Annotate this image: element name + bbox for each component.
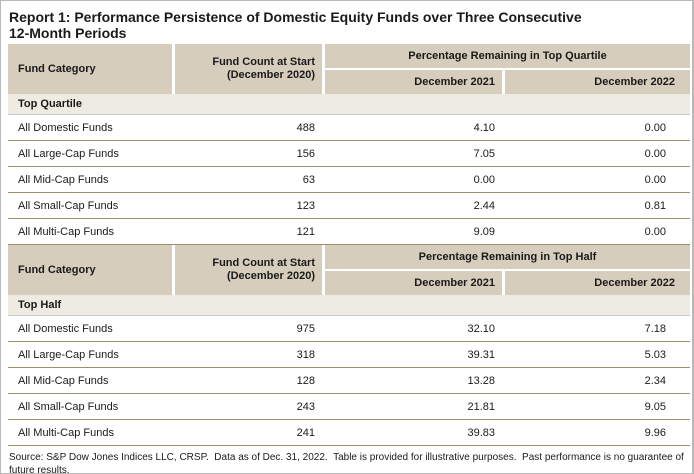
fund-category-cell: All Small-Cap Funds: [18, 199, 119, 212]
table-row: All Multi-Cap Funds 121 9.09 0.00: [8, 219, 690, 245]
dec-2022-value-cell: 2.34: [644, 374, 666, 387]
percentage-group-header: Percentage Remaining in Top Half: [325, 245, 690, 269]
dec-2022-value-cell: 0.81: [644, 199, 666, 212]
table-row: All Large-Cap Funds 318 39.31 5.03: [8, 342, 690, 368]
fund-count-cell: 243: [296, 400, 315, 413]
dec-2021-value-cell: 21.81: [467, 400, 495, 413]
fund-count-cell: 975: [296, 322, 315, 335]
dec-2021-value-cell: 39.31: [467, 348, 495, 361]
dec-2021-value-cell: 32.10: [467, 322, 495, 335]
fund-category-cell: All Large-Cap Funds: [18, 147, 119, 160]
top-quartile-table: Fund Category Fund Count at Start (Decem…: [8, 44, 690, 245]
fund-count-cell: 63: [302, 173, 315, 186]
fund-count-header-line2: (December 2020): [226, 270, 315, 282]
section-row-top-quartile: Top Quartile: [8, 94, 690, 115]
table-row: All Multi-Cap Funds 241 39.83 9.96: [8, 420, 690, 446]
fund-count-cell: 488: [296, 121, 315, 134]
fund-category-cell: All Multi-Cap Funds: [18, 426, 114, 439]
dec-2021-value-cell: 7.05: [473, 147, 495, 160]
fund-count-header: Fund Count at Start (December 2020): [175, 44, 322, 94]
dec-2022-value-cell: 9.05: [644, 400, 666, 413]
december-2021-header: December 2021: [325, 70, 502, 94]
dec-2022-value-cell: 0.00: [644, 147, 666, 160]
top-half-table: Fund Category Fund Count at Start (Decem…: [8, 245, 690, 446]
dec-2022-value-cell: 0.00: [644, 121, 666, 134]
dec-2022-value-cell: 0.00: [644, 173, 666, 186]
fund-count-cell: 123: [296, 199, 315, 212]
fund-count-header: Fund Count at Start (December 2020): [175, 245, 322, 295]
december-2022-header: December 2022: [505, 271, 690, 295]
table-row: All Domestic Funds 975 32.10 7.18: [8, 316, 690, 342]
section-row-top-half: Top Half: [8, 295, 690, 316]
table-header: Fund Category Fund Count at Start (Decem…: [8, 245, 690, 295]
table-row: All Small-Cap Funds 123 2.44 0.81: [8, 193, 690, 219]
fund-count-header-line1: Fund Count at Start: [212, 56, 315, 68]
fund-count-cell: 121: [296, 225, 315, 238]
table-row: All Small-Cap Funds 243 21.81 9.05: [8, 394, 690, 420]
fund-category-cell: All Multi-Cap Funds: [18, 225, 114, 238]
fund-category-cell: All Domestic Funds: [18, 121, 113, 134]
fund-category-header: Fund Category: [8, 245, 172, 295]
table-row: All Domestic Funds 488 4.10 0.00: [8, 115, 690, 141]
fund-category-cell: All Large-Cap Funds: [18, 348, 119, 361]
dec-2022-value-cell: 7.18: [644, 322, 666, 335]
fund-count-cell: 241: [296, 426, 315, 439]
table-row: All Mid-Cap Funds 128 13.28 2.34: [8, 368, 690, 394]
report-title-line1: Report 1: Performance Persistence of Dom…: [9, 9, 582, 25]
table-row: All Large-Cap Funds 156 7.05 0.00: [8, 141, 690, 167]
december-2021-header: December 2021: [325, 271, 502, 295]
dec-2021-value-cell: 2.44: [473, 199, 495, 212]
dec-2021-value-cell: 0.00: [473, 173, 495, 186]
fund-category-header: Fund Category: [8, 44, 172, 94]
dec-2022-value-cell: 9.96: [644, 426, 666, 439]
dec-2021-value-cell: 4.10: [473, 121, 495, 134]
fund-count-cell: 318: [296, 348, 315, 361]
table-row: All Mid-Cap Funds 63 0.00 0.00: [8, 167, 690, 193]
percentage-group-header: Percentage Remaining in Top Quartile: [325, 44, 690, 68]
source-note: Source: S&P Dow Jones Indices LLC, CRSP.…: [9, 452, 687, 474]
dec-2022-value-cell: 0.00: [644, 225, 666, 238]
december-2022-header: December 2022: [505, 70, 690, 94]
fund-category-cell: All Small-Cap Funds: [18, 400, 119, 413]
fund-count-header-line2: (December 2020): [226, 69, 315, 81]
dec-2021-value-cell: 13.28: [467, 374, 495, 387]
fund-count-cell: 128: [296, 374, 315, 387]
dec-2021-value-cell: 39.83: [467, 426, 495, 439]
report-title: Report 1: Performance Persistence of Dom…: [1, 1, 692, 44]
dec-2022-value-cell: 5.03: [644, 348, 666, 361]
table-header: Fund Category Fund Count at Start (Decem…: [8, 44, 690, 94]
fund-category-cell: All Mid-Cap Funds: [18, 173, 109, 186]
report-title-line2: 12-Month Periods: [9, 25, 127, 41]
dec-2021-value-cell: 9.09: [473, 225, 495, 238]
fund-category-cell: All Mid-Cap Funds: [18, 374, 109, 387]
fund-count-cell: 156: [296, 147, 315, 160]
fund-category-cell: All Domestic Funds: [18, 322, 113, 335]
fund-count-header-line1: Fund Count at Start: [212, 257, 315, 269]
